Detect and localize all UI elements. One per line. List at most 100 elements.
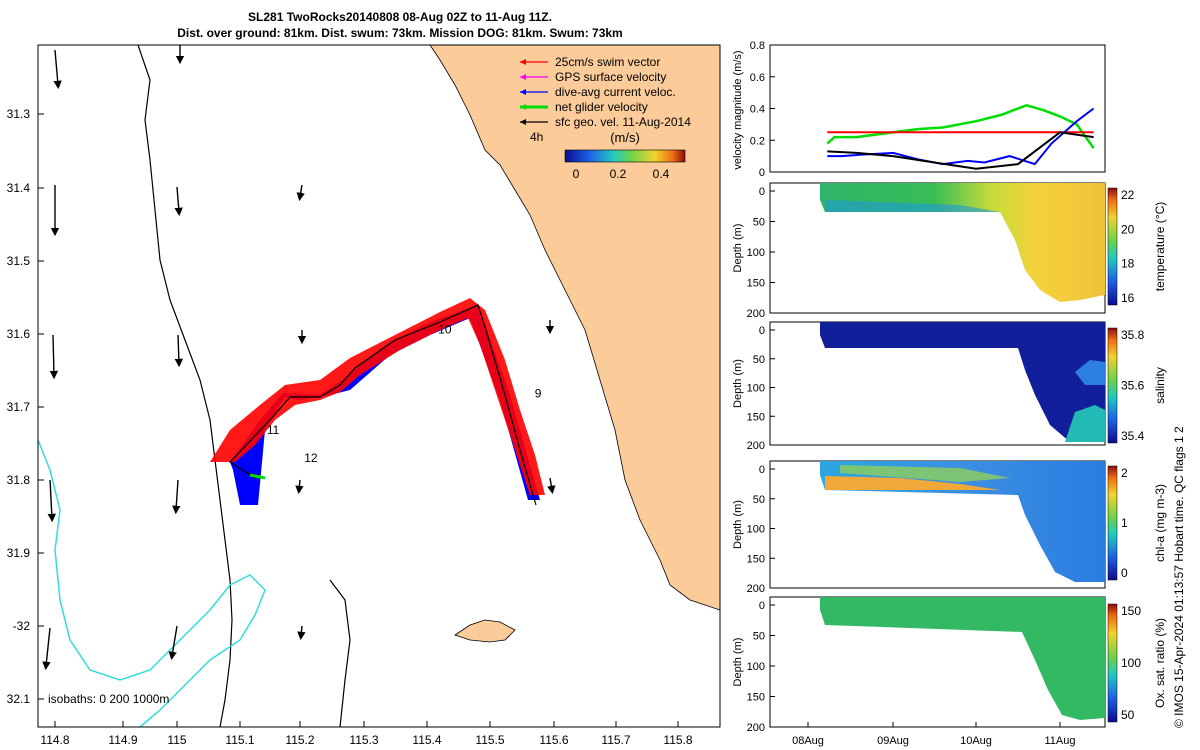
lat-tick-label: 31.6	[7, 327, 31, 341]
colorbar-tick-label: 16	[1121, 291, 1135, 305]
temperature-field	[820, 183, 1105, 302]
lon-tick-label: 115.8	[663, 733, 692, 747]
date-tick-label: 10Aug	[960, 735, 992, 747]
isobath-200m	[137, 44, 233, 728]
depth-tick-label: 50	[753, 217, 765, 229]
lon-tick-label: 115.6	[539, 733, 568, 747]
isobaths-label: isobaths: 0 200 1000m	[48, 692, 169, 706]
depth-ylabel: Depth (m)	[732, 638, 744, 687]
lon-tick-label: 115.4	[412, 733, 441, 747]
velocity-ytick-label: 0.4	[750, 104, 765, 116]
depth-tick-label: 150	[747, 553, 765, 565]
temperature-panel	[769, 182, 1106, 314]
date-tick-label: 08Aug	[792, 735, 824, 747]
legend-arrowhead	[520, 59, 526, 65]
depth-tick-label: 150	[747, 692, 765, 704]
isobath-1000m	[37, 439, 266, 728]
temperature-surface-layer	[825, 200, 1000, 212]
depth-tick-label: 0	[759, 600, 765, 612]
legend-arrowhead	[520, 89, 526, 95]
depth-tick-label: 0	[759, 186, 765, 198]
colorbars	[1107, 187, 1118, 723]
lon-tick-label: 115.2	[285, 733, 314, 747]
lon-tick-label: 115	[167, 733, 186, 747]
day-labels: 9 10 11 12	[267, 322, 542, 465]
depth-tick-label: 200	[747, 308, 765, 320]
legend-label: sfc geo. vel. 11-Aug-2014	[555, 115, 691, 129]
velocity-panel: 0 0.2 0.4 0.6 0.8 velocity magnitude (m/s)	[732, 40, 1106, 179]
chla-mid	[840, 465, 1010, 482]
depth-tick-label: 100	[747, 247, 765, 259]
depth-tick-label: 50	[753, 494, 765, 506]
depth-tick-label: 50	[753, 354, 765, 366]
colorbar-tick-label: 2	[1121, 466, 1128, 480]
island	[454, 619, 516, 643]
title-line2: Dist. over ground: 81km. Dist. swum: 73k…	[177, 26, 623, 40]
lon-tick-label: 115.7	[601, 733, 630, 747]
map-colorbar	[564, 149, 686, 163]
oxygen-panel	[769, 596, 1106, 728]
depth-tick-label: 100	[747, 383, 765, 395]
map-scale-label: 4h	[530, 130, 543, 144]
colorbar-tick-label: 35.4	[1121, 429, 1145, 443]
colorbar-tick-label: 35.8	[1121, 328, 1145, 342]
depth-tick-label: 150	[747, 411, 765, 423]
velocity-ytick-label: 0.8	[750, 40, 765, 52]
lat-tick-label: 32.1	[7, 692, 31, 706]
legend-label: net glider velocity	[555, 100, 648, 114]
lat-tick-label: 31.9	[7, 546, 31, 560]
legend-label: GPS surface velocity	[555, 70, 666, 84]
map-colorbar-title: (m/s)	[610, 130, 640, 145]
colorbar-tick-label: 0	[1121, 566, 1128, 580]
velocity-ylabel: velocity magnitude (m/s)	[732, 50, 744, 169]
day-label: 11	[267, 423, 280, 437]
lat-tick-label: -32	[13, 619, 31, 633]
land-mass	[429, 44, 721, 727]
title-line1: SL281 TwoRocks20140808 08-Aug 02Z to 11-…	[248, 10, 552, 24]
lat-tick-label: 31.7	[7, 400, 31, 414]
legend-arrowhead	[520, 74, 526, 80]
oxygen-colorbar	[1107, 603, 1118, 723]
salinity-field	[820, 322, 1105, 442]
day-label: 9	[535, 387, 542, 401]
velocity-ytick-label: 0.6	[750, 72, 765, 84]
map-colorbar-tick: 0.2	[610, 167, 627, 181]
colorbar-tick-label: 50	[1121, 708, 1135, 722]
date-tick-label: 11Aug	[1045, 735, 1076, 747]
chla-surface-high	[825, 476, 1000, 490]
lat-tick-label: 31.4	[7, 181, 31, 195]
lat-tick-label: 31.8	[7, 473, 31, 487]
velocity-ytick-label: 0	[759, 167, 765, 179]
depth-tick-label: 100	[747, 524, 765, 536]
lat-tick-label: 31.5	[7, 254, 31, 268]
depth-ylabel: Depth (m)	[732, 359, 744, 408]
day-label: 10	[438, 322, 452, 336]
lon-tick-label: 115.5	[475, 733, 504, 747]
legend-arrowhead	[520, 104, 526, 110]
date-tick-label: 09Aug	[877, 735, 909, 747]
lon-tick-label: 114.8	[40, 733, 69, 747]
lat-tick-label: 31.3	[7, 107, 31, 121]
colorbar-tick-label: 22	[1121, 188, 1135, 202]
footer-note: © IMOS 15-Apr-2024 01:13:57 Hobart time.…	[1172, 426, 1186, 728]
lon-tick-label: 115.3	[349, 733, 378, 747]
oxygen-field	[820, 597, 1105, 720]
chla-field	[820, 461, 1105, 582]
lon-tick-label: 114.9	[108, 733, 137, 747]
chla-colorbar	[1107, 465, 1118, 581]
map-colorbar-tick: 0	[573, 167, 580, 181]
depth-ylabel: Depth (m)	[732, 224, 744, 273]
current-vectors	[42, 45, 556, 671]
glider-track	[229, 304, 537, 506]
velocity-ytick-label: 0.2	[750, 135, 765, 147]
legend-label: dive-avg current veloc.	[555, 85, 676, 99]
colorbar-tick-label: 150	[1121, 604, 1141, 618]
day-label: 12	[304, 451, 318, 465]
lon-tick-label: 115.1	[225, 733, 254, 747]
depth-tick-label: 0	[759, 325, 765, 337]
colorbar-label: chl-a (mg m-3)	[1153, 484, 1167, 562]
